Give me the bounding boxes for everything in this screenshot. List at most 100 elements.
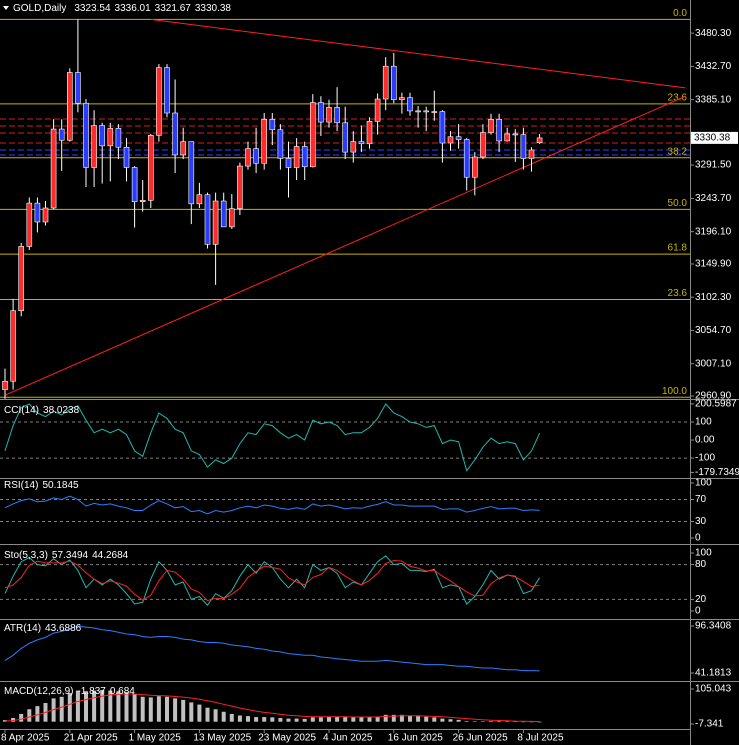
histogram-bar [27, 709, 32, 722]
candle-body [180, 141, 186, 156]
histogram-bar [165, 696, 169, 722]
candle-body [196, 194, 203, 205]
histogram-bar [335, 716, 340, 722]
candle-body [471, 156, 478, 178]
candle-body [131, 167, 138, 203]
histogram-bar [156, 696, 161, 722]
x-tick-label: 21 Apr 2025 [64, 733, 118, 744]
indicator-title: Sto(5,3,3) [4, 550, 48, 561]
y-tick-label: 105.043 [695, 684, 732, 695]
histogram-bar [148, 697, 153, 722]
candle-body [350, 141, 357, 153]
histogram-bar [124, 692, 129, 722]
histogram-bar [116, 691, 121, 722]
y-tick-label: 30 [695, 516, 707, 527]
histogram-bar [343, 717, 348, 722]
histogram-bar [254, 717, 259, 722]
ohlc-value: 3321.67 [155, 3, 192, 14]
histogram-bar [464, 721, 469, 722]
candle-body [237, 165, 243, 209]
y-tick-label: 2960.90 [695, 391, 732, 402]
indicator-title: RSI(14) [4, 480, 38, 491]
y-tick-label: -100 [695, 453, 715, 464]
x-tick-label: 1 May 2025 [129, 733, 182, 744]
y-tick-label: 3385.10 [695, 94, 732, 105]
candle-body [480, 132, 486, 158]
fib-label: 61.8 [668, 243, 688, 254]
candle-body [245, 148, 251, 167]
histogram-bar [213, 709, 218, 722]
histogram-bar [205, 707, 210, 722]
price-tag [691, 131, 738, 144]
indicator-header: CCI(14) 38.0238 [4, 405, 80, 416]
price-tag-label: 3330.38 [694, 133, 731, 144]
indicator-header: Sto(5,3,3) 57.3494 44.2684 [4, 550, 129, 561]
histogram-bar [327, 716, 331, 722]
y-tick-label: 3054.70 [695, 325, 732, 336]
indicator-line [4, 403, 541, 472]
histogram-bar [537, 721, 542, 723]
candle-body [334, 107, 340, 124]
indicator-header: ATR(14) 43.6886 [4, 623, 82, 634]
ohlc-value: 3323.54 [74, 3, 111, 14]
x-tick-label: 26 Jun 2025 [453, 733, 508, 744]
candle-body [220, 200, 227, 228]
ohlc-value: 3336.01 [115, 3, 152, 14]
histogram-bar [383, 714, 388, 722]
candle-body [123, 146, 130, 168]
candle-body [318, 102, 324, 123]
candle-body [415, 110, 421, 113]
y-tick-label: 3007.10 [695, 358, 732, 369]
histogram-bar [318, 717, 323, 722]
y-tick-label: 20 [695, 594, 707, 605]
histogram-bar [367, 717, 372, 722]
histogram-bar [408, 715, 412, 722]
candle-body [2, 380, 8, 390]
fib-label: 0.0 [673, 8, 687, 19]
histogram-bar [35, 706, 40, 722]
candle-body [382, 65, 389, 100]
candle-body [172, 112, 178, 156]
candle-body [536, 137, 543, 143]
candle-body [115, 128, 122, 148]
indicator-value: 43.6886 [45, 623, 82, 634]
histogram-bar [221, 711, 226, 722]
fib-label: 23.6 [668, 93, 688, 104]
candle-body [504, 133, 511, 142]
histogram-bar [391, 714, 396, 722]
histogram-bar [351, 717, 356, 722]
histogram-bar [11, 717, 16, 722]
histogram-bar [505, 721, 510, 722]
candle-body [26, 202, 33, 247]
histogram-bar [237, 715, 242, 722]
histogram-bar [189, 702, 194, 722]
menu-arrow[interactable] [3, 6, 9, 10]
candle-body [212, 200, 219, 245]
y-tick-label: 100 [695, 478, 712, 489]
histogram-bar [416, 716, 421, 722]
candle-body [342, 122, 349, 153]
histogram-bar [359, 717, 364, 722]
candle-body [229, 208, 235, 228]
indicator-header: RSI(14) 50.1845 [4, 480, 79, 491]
indicator-title: MACD(12,26,9) [4, 686, 73, 697]
indicator-line [4, 693, 540, 722]
x-tick-label: 8 Jul 2025 [517, 733, 564, 744]
histogram-bar [432, 717, 437, 722]
y-tick-label: 200.5987 [695, 398, 737, 409]
candle-body [269, 118, 276, 131]
y-tick-label: 3480.30 [695, 28, 732, 39]
histogram-bar [108, 690, 113, 722]
histogram-bar [197, 704, 202, 722]
trendline [150, 18, 686, 89]
histogram-bar [278, 717, 283, 722]
x-tick-label: 23 May 2025 [258, 733, 316, 744]
candle-body [58, 128, 65, 141]
candle-body [374, 98, 381, 122]
candle-body [107, 128, 114, 147]
y-tick-label: 0.00 [695, 435, 715, 446]
ohlc-value: 3330.38 [195, 3, 232, 14]
candle-body [75, 72, 81, 104]
histogram-bar [375, 716, 380, 722]
